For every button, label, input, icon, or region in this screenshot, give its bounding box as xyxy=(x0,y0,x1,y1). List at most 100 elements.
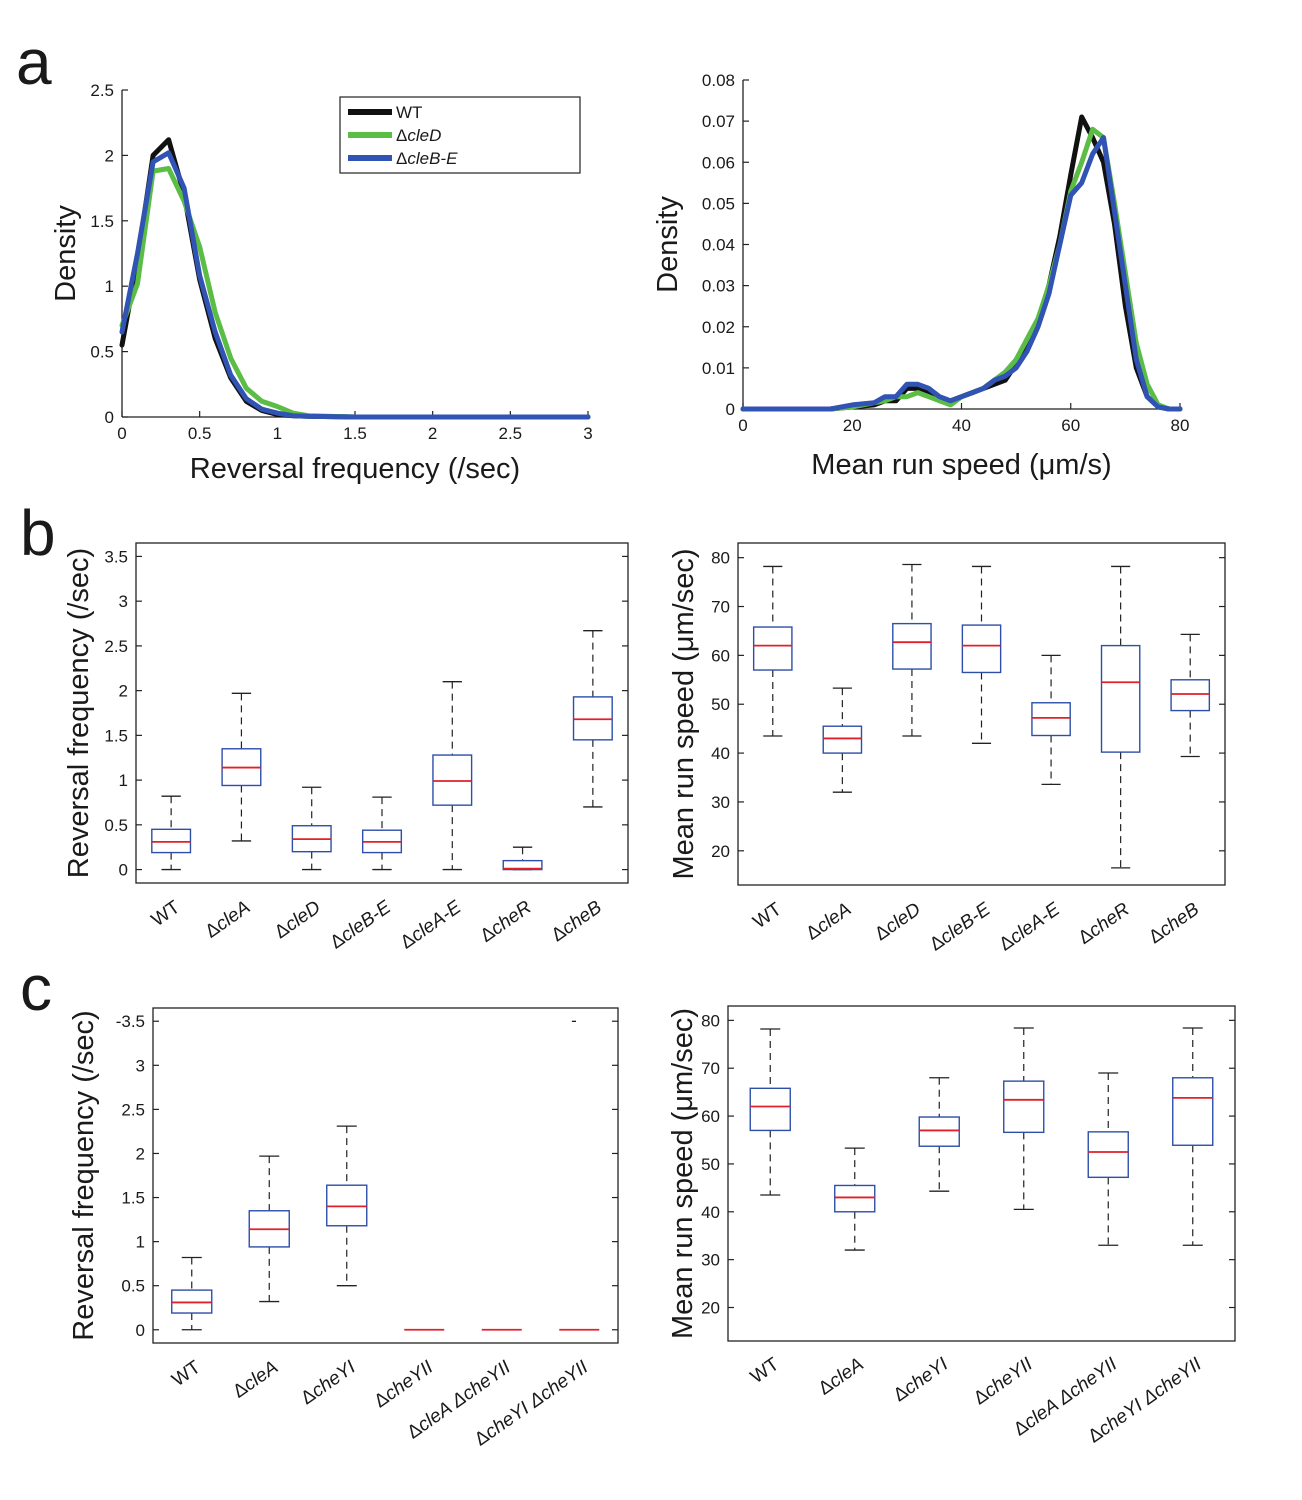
box-4 xyxy=(1087,1072,1129,1246)
box-6 xyxy=(1170,633,1211,758)
y-tick-label: 0.5 xyxy=(104,816,128,835)
y-tick-label: 80 xyxy=(711,549,730,568)
y-tick-label: 0.01 xyxy=(702,359,735,378)
category-name: WT xyxy=(749,899,786,933)
x-tick-label: 60 xyxy=(1061,416,1080,435)
series-line-1 xyxy=(740,126,1183,412)
y-tick-label: 0.5 xyxy=(90,343,114,362)
category-label-2: ΔcleD xyxy=(871,899,925,945)
iqr-box xyxy=(1100,644,1141,753)
y-tick-label: 2.5 xyxy=(90,81,114,100)
category-name: cleA-E xyxy=(1006,899,1064,948)
y-tick-label: 0 xyxy=(136,1321,145,1340)
series-line-2 xyxy=(119,150,591,420)
box-2 xyxy=(326,1125,368,1287)
iqr-box xyxy=(1031,702,1071,737)
category-label-3: ΔcleB-E xyxy=(327,897,396,954)
y-tick-label: 0.5 xyxy=(121,1277,145,1296)
y-axis-label: Density xyxy=(50,205,82,302)
y-tick-label: 1 xyxy=(119,771,128,790)
category-name: cleB-E xyxy=(936,899,994,948)
outlier-mark: - xyxy=(571,1011,577,1030)
iqr-box xyxy=(918,1116,960,1147)
series-line-0 xyxy=(119,137,591,420)
panel-label-c: c xyxy=(20,952,52,1024)
legend-name: cleD xyxy=(407,126,441,145)
y-tick-label: 1.5 xyxy=(104,726,128,745)
y-tick-label: 0.05 xyxy=(702,194,735,213)
box-3 xyxy=(1003,1027,1045,1211)
y-tick-label: 2 xyxy=(105,146,114,165)
category-label-1: ΔcleA xyxy=(229,1357,282,1403)
y-axis-label: Mean run speed (μm/sec) xyxy=(667,1008,699,1339)
legend-prefix: Δ xyxy=(396,126,407,145)
y-tick-label: 0.02 xyxy=(702,318,735,337)
y-tick-label: 0.06 xyxy=(702,153,735,172)
category-name: cheB xyxy=(1156,899,1204,941)
y-tick-label: 30 xyxy=(701,1251,720,1270)
category-label-1: ΔcleA xyxy=(802,899,855,945)
x-tick-label: 0 xyxy=(738,416,747,435)
category-label-3: ΔcleB-E xyxy=(926,899,995,956)
x-tick-label: 20 xyxy=(843,416,862,435)
category-suffix: cheYII xyxy=(458,1356,515,1405)
iqr-box xyxy=(892,622,932,670)
y-tick-label: 60 xyxy=(701,1107,720,1126)
y-tick-label: 0.08 xyxy=(702,71,735,90)
y-tick-label: 2.5 xyxy=(104,637,128,656)
category-name: cheYI Δ xyxy=(481,1388,548,1443)
category-label-2: ΔcheYI xyxy=(890,1353,953,1406)
y-tick-label: -3.5 xyxy=(116,1012,145,1031)
box-0 xyxy=(749,1028,791,1196)
category-label-6: ΔcheB xyxy=(1145,899,1203,949)
legend-label-2: ΔcleB-E xyxy=(396,149,458,168)
box-0 xyxy=(151,795,192,871)
category-label-0: WT xyxy=(168,1357,205,1391)
legend-prefix: Δ xyxy=(396,149,407,168)
legend-name: WT xyxy=(396,103,422,122)
legend-label-0: WT xyxy=(396,103,422,122)
category-name: cleA Δ xyxy=(1020,1385,1077,1433)
x-tick-label: 1 xyxy=(273,424,282,443)
series-line-2 xyxy=(740,135,1183,412)
iqr-box xyxy=(1003,1080,1045,1134)
legend-label-1: ΔcleD xyxy=(396,126,441,145)
category-label-4: ΔcleA-E xyxy=(996,899,1065,956)
y-tick-label: 2 xyxy=(136,1144,145,1163)
box-1 xyxy=(834,1147,876,1251)
y-tick-label: 40 xyxy=(701,1203,720,1222)
box-1 xyxy=(221,692,262,842)
panel-label-b: b xyxy=(20,497,56,569)
box-1 xyxy=(822,687,863,793)
box-2 xyxy=(918,1077,960,1192)
box-0 xyxy=(171,1256,213,1331)
category-label-2: ΔcleD xyxy=(271,897,325,943)
category-label-0: WT xyxy=(747,1354,784,1388)
y-tick-label: 0 xyxy=(119,861,128,880)
plot-frame xyxy=(727,1005,1236,1342)
category-suffix: cheYII xyxy=(1149,1353,1206,1402)
x-tick-label: 40 xyxy=(952,416,971,435)
y-axis-label: Reversal frequency (/sec) xyxy=(63,548,95,878)
y-tick-label: 70 xyxy=(701,1059,720,1078)
chart-a-right: 0 0.01 0.02 0.03 0.04 0.05 0.06 0.07 0.08 Density… xyxy=(652,71,1189,481)
series-line-0 xyxy=(740,114,1183,412)
box-6 xyxy=(572,630,613,808)
category-label-0: WT xyxy=(148,897,185,931)
chart-b-left: 0 0.5 1 1.5 2 2.5 3 3.5 Reversal frequency (/sec… xyxy=(63,542,629,954)
category-name: cleA Δ xyxy=(414,1388,471,1436)
box-5 xyxy=(1172,1027,1214,1246)
y-tick-label: 40 xyxy=(711,744,730,763)
category-label-5: ΔcheR xyxy=(477,897,536,947)
category-label-6: ΔcheB xyxy=(548,897,606,947)
y-tick-label: 2.5 xyxy=(121,1100,145,1119)
y-tick-label: 20 xyxy=(711,842,730,861)
x-tick-label: 80 xyxy=(1171,416,1190,435)
x-tick-label: 2 xyxy=(428,424,437,443)
y-tick-label: 0.03 xyxy=(702,277,735,296)
y-tick-label: 3 xyxy=(119,592,128,611)
iqr-box xyxy=(752,626,793,671)
box-5 xyxy=(1100,565,1141,869)
box-3 xyxy=(361,796,403,871)
